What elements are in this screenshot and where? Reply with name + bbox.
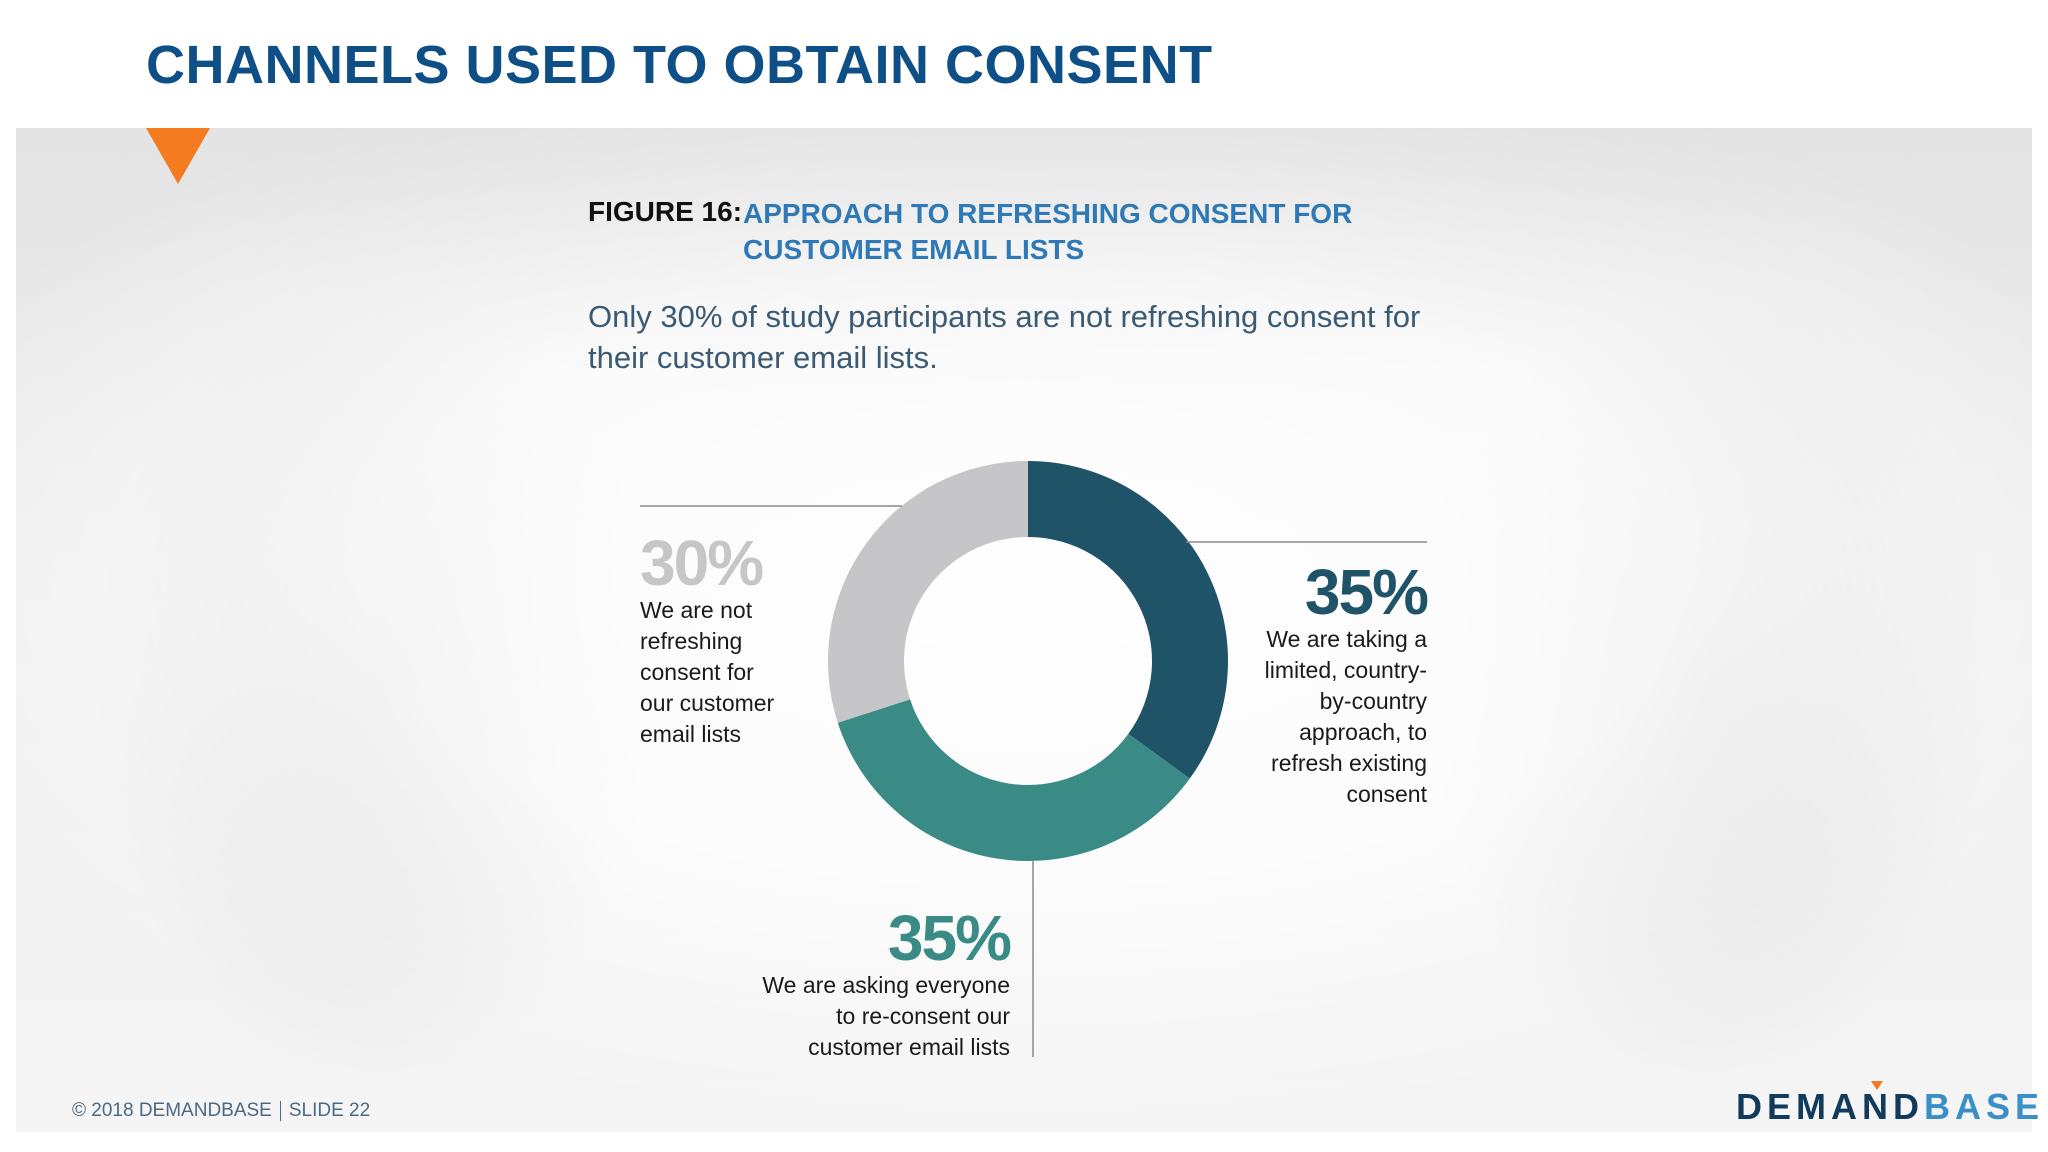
footer: © 2018 DEMANDBASE SLIDE 22: [72, 1100, 370, 1122]
figure-title-line-1: APPROACH TO REFRESHING CONSENT FOR: [743, 198, 1353, 229]
figure-title: APPROACH TO REFRESHING CONSENT FOR CUSTO…: [743, 196, 1352, 268]
demandbase-logo: DEMANDBASE: [1736, 1086, 2044, 1128]
orange-triangle-marker: [146, 128, 210, 184]
figure-title-line-2: CUSTOMER EMAIL LISTS: [743, 234, 1085, 265]
figure-subtitle: Only 30% of study participants are not r…: [588, 299, 1421, 375]
footer-slide-number: SLIDE 22: [288, 1100, 371, 1121]
figure-number: FIGURE 16:: [588, 196, 743, 227]
footer-copyright: © 2018 DEMANDBASE: [72, 1100, 272, 1121]
logo-base: BASE: [1924, 1086, 2045, 1127]
logo-demand: DEMAND: [1736, 1086, 1924, 1127]
footer-divider: [279, 1100, 281, 1121]
background-photo: [16, 128, 2032, 1132]
logo-accent-icon: [1871, 1081, 1883, 1090]
slide-title: CHANNELS USED TO OBTAIN CONSENT: [146, 35, 1213, 95]
